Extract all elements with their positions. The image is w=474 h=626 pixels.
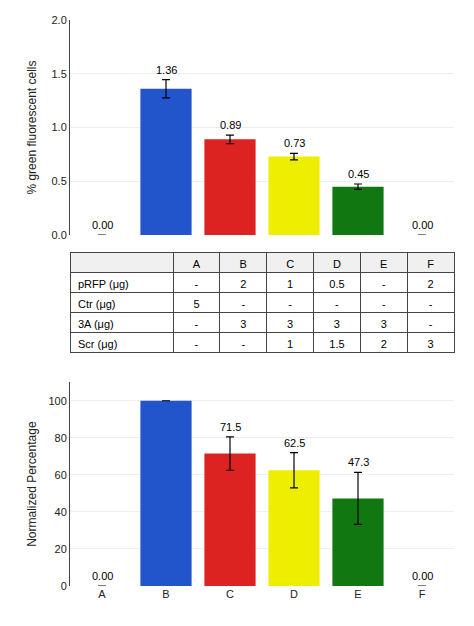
svg-text:-: - [382, 278, 386, 290]
svg-text:0.89: 0.89 [220, 119, 241, 131]
svg-text:1.0: 1.0 [52, 121, 67, 133]
svg-text:A: A [193, 258, 201, 270]
svg-text:0.5: 0.5 [52, 175, 67, 187]
svg-text:A: A [98, 588, 106, 600]
svg-text:2: 2 [428, 278, 434, 290]
svg-text:2: 2 [381, 338, 387, 350]
svg-text:0: 0 [61, 580, 67, 592]
svg-text:0.5: 0.5 [329, 278, 344, 290]
svg-text:20: 20 [55, 543, 67, 555]
svg-text:0.00: 0.00 [92, 570, 113, 582]
svg-text:71.5: 71.5 [220, 421, 241, 433]
svg-text:F: F [419, 588, 426, 600]
svg-text:2: 2 [240, 278, 246, 290]
svg-text:5: 5 [193, 298, 199, 310]
svg-text:B: B [240, 258, 247, 270]
svg-text:3: 3 [428, 338, 434, 350]
svg-text:Ctr (μg): Ctr (μg) [78, 298, 116, 310]
svg-text:-: - [195, 338, 199, 350]
svg-text:47.3: 47.3 [348, 456, 369, 468]
svg-text:pRFP (μg): pRFP (μg) [78, 278, 129, 290]
svg-text:B: B [162, 588, 169, 600]
svg-text:Scr (μg): Scr (μg) [78, 338, 117, 350]
svg-text:0.45: 0.45 [348, 168, 369, 180]
svg-text:E: E [354, 588, 361, 600]
svg-text:1.36: 1.36 [156, 64, 177, 76]
svg-text:2.0: 2.0 [52, 14, 67, 26]
svg-text:-: - [335, 298, 339, 310]
svg-text:C: C [226, 588, 234, 600]
svg-text:% green fluorescent cells: % green fluorescent cells [25, 61, 39, 195]
svg-text:100: 100 [48, 395, 66, 407]
svg-text:-: - [288, 298, 292, 310]
svg-text:80: 80 [55, 432, 67, 444]
svg-text:3A (μg): 3A (μg) [78, 318, 114, 330]
svg-text:3: 3 [381, 318, 387, 330]
svg-text:3: 3 [287, 318, 293, 330]
svg-text:-: - [241, 298, 245, 310]
svg-text:D: D [333, 258, 341, 270]
svg-text:40: 40 [55, 506, 67, 518]
svg-text:0.73: 0.73 [284, 137, 305, 149]
svg-text:3: 3 [334, 318, 340, 330]
svg-text:D: D [290, 588, 298, 600]
svg-text:0.00: 0.00 [412, 570, 433, 582]
svg-text:1: 1 [287, 338, 293, 350]
svg-text:3: 3 [240, 318, 246, 330]
svg-text:-: - [429, 298, 433, 310]
svg-text:0.00: 0.00 [92, 219, 113, 231]
svg-text:Normalized Percentage: Normalized Percentage [25, 421, 39, 547]
svg-text:1: 1 [287, 278, 293, 290]
svg-text:1.5: 1.5 [329, 338, 344, 350]
svg-text:E: E [380, 258, 387, 270]
svg-text:-: - [382, 298, 386, 310]
svg-text:-: - [195, 318, 199, 330]
svg-text:0.0: 0.0 [52, 229, 67, 241]
svg-text:F: F [427, 258, 434, 270]
svg-text:62.5: 62.5 [284, 437, 305, 449]
svg-text:C: C [286, 258, 294, 270]
svg-text:-: - [241, 338, 245, 350]
svg-text:-: - [195, 278, 199, 290]
svg-text:60: 60 [55, 469, 67, 481]
svg-text:1.5: 1.5 [52, 68, 67, 80]
svg-text:0.00: 0.00 [412, 219, 433, 231]
svg-text:-: - [429, 318, 433, 330]
